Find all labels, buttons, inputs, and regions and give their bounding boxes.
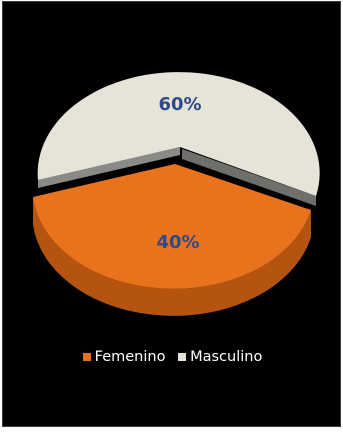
pie-chart: 60% 40% xyxy=(33,72,320,316)
legend: Femenino Masculino xyxy=(3,349,342,365)
data-label-femenino: 40% xyxy=(156,232,199,253)
pie-slice-masculino-side xyxy=(182,149,316,206)
legend-label-masculino: Masculino xyxy=(190,349,263,365)
legend-swatch-masculino xyxy=(178,353,187,361)
legend-item-masculino: Masculino xyxy=(178,349,262,365)
pie-slice-femenino xyxy=(33,164,311,289)
pie-slice-masculino-side-left xyxy=(38,147,180,188)
chart-area: 60% 40% Femenino Masculino xyxy=(2,1,341,427)
data-label-masculino: 60% xyxy=(158,94,201,115)
legend-label-femenino: Femenino xyxy=(94,349,166,365)
pie-slice-femenino-side xyxy=(33,197,311,316)
legend-swatch-femenino xyxy=(82,353,91,361)
legend-item-femenino: Femenino xyxy=(82,349,166,365)
pie-slice-masculino xyxy=(37,72,320,196)
